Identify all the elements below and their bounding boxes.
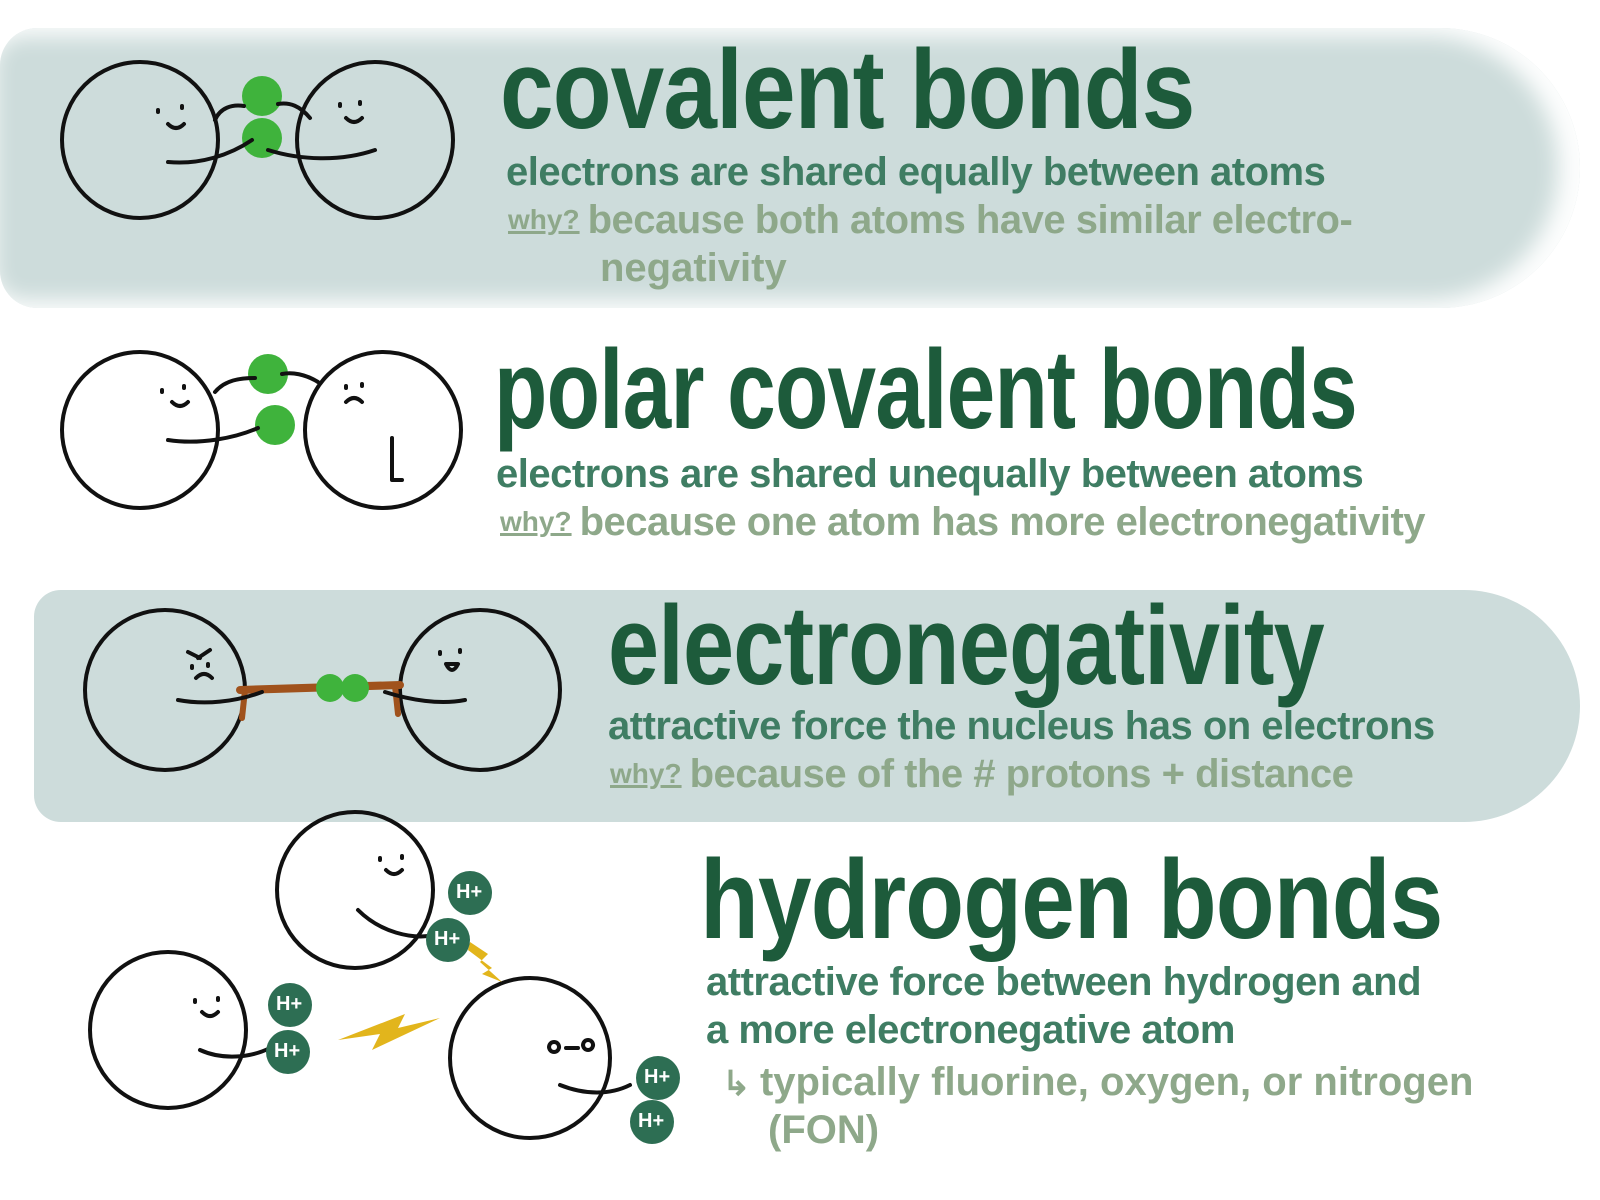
electron [242,118,282,158]
hydrogen-ion-label: H+ [644,1066,671,1088]
lightning-icon [338,1014,440,1050]
rope [239,683,401,721]
atom-left [88,950,248,1110]
electron [255,405,295,445]
hydrogen-ion [266,1030,310,1074]
electronegativity-definition: attractive force the nucleus has on elec… [608,704,1435,748]
arm [166,426,260,444]
polar-why-text: because one atom has more electronegativ… [579,500,1426,544]
electron [248,354,288,394]
hydrogen-ion [268,983,312,1027]
why-label: why? [508,204,580,235]
arm [266,148,377,161]
hydrogen-ion-label: H+ [274,1040,301,1062]
covalent-why-text-line2: negativity [600,246,787,290]
electronegativity-section-background [34,590,1580,822]
hydrogen-bonds-title: hydrogen bonds [700,837,1443,962]
hydrogen-ion-label: H+ [434,928,461,950]
hydrogen-note-text: typically fluorine, oxygen, or nitrogen [759,1060,1474,1104]
hydrogen-ion-label: H+ [456,881,483,903]
face [186,648,214,680]
atom-left [60,350,220,510]
covalent-atoms-illustration [60,60,455,220]
hydrogen-ion [630,1100,674,1144]
arm [276,101,312,120]
arrow-icon: ↳ [722,1065,760,1103]
atom-left [83,608,247,772]
covalent-bonds-why: why? because both atoms have similar elec… [508,198,1353,251]
why-label: why? [610,758,682,789]
electronegativity-atoms-illustration [83,608,562,772]
arm [383,690,467,704]
arm [213,376,257,394]
covalent-section-background [0,28,1580,308]
hydrogen-bonds-note-line1: ↳ typically fluorine, oxygen, or nitroge… [722,1060,1473,1106]
hydrogen-bonds-definition-line2: a more electronegative atom [706,1008,1235,1052]
face [156,104,186,130]
arm [390,436,404,482]
atom-left [60,60,220,220]
arm [558,1083,632,1095]
why-label: why? [500,506,572,537]
hydrogen-ion [636,1056,680,1100]
face [338,100,364,124]
atom-right [398,608,562,772]
hydrogen-ion [426,918,470,962]
covalent-bonds-definition: electrons are shared equally between ato… [506,150,1326,194]
atom-right [303,350,463,510]
electronegativity-why-text: because of the # protons + distance [689,752,1354,796]
polar-covalent-bonds-definition: electrons are shared unequally between a… [496,452,1364,496]
arm [213,103,246,122]
covalent-bonds-title: covalent bonds [500,27,1195,152]
electronegativity-title: electronegativity [608,583,1325,708]
electron [341,674,369,702]
polar-covalent-bonds-title: polar covalent bonds [494,327,1358,452]
polar-atoms-illustration [60,350,463,510]
atom-right [448,976,612,1140]
hydrogen-atoms-illustration [88,810,632,1140]
face [378,854,404,876]
face [160,384,190,408]
atom-right [295,60,455,220]
arm [198,1046,272,1059]
hydrogen-ions [266,871,680,1144]
arm [176,690,264,705]
electron [316,674,344,702]
face [438,648,462,672]
hydrogen-ion-label: H+ [638,1110,665,1132]
hydrogen-bonds-note-line2: (FON) [768,1108,880,1152]
hydrogen-ion-label: H+ [276,993,303,1015]
electron [242,76,282,116]
arm [280,371,320,384]
lightning-icon [468,942,502,982]
covalent-why-text-line1: because both atoms have similar electro- [587,198,1353,242]
atom-top [275,810,435,970]
face [547,1038,596,1054]
face [344,382,364,404]
face [193,996,220,1018]
polar-covalent-bonds-why: why? because one atom has more electroneg… [500,500,1426,553]
electronegativity-why: why? because of the # protons + distance [610,752,1354,805]
hydrogen-bonds-definition-line1: attractive force between hydrogen and [706,960,1422,1004]
hydrogen-ion [448,871,492,915]
arm [166,138,254,165]
